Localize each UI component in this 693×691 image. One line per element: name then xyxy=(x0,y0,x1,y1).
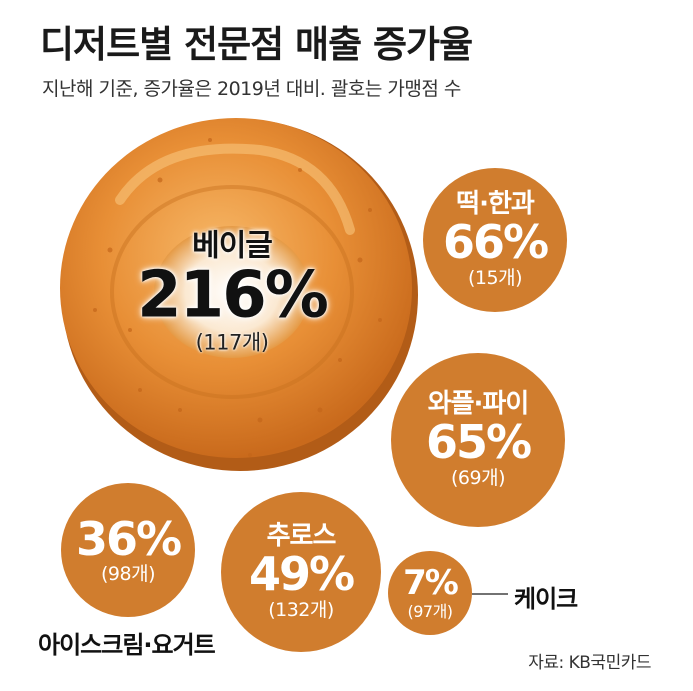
cake-stores: (97개) xyxy=(407,601,453,621)
label-icecream: 36% (98개) xyxy=(75,511,182,586)
cake-category: 케이크 xyxy=(514,585,578,613)
label-cake: 7% (97개) xyxy=(403,562,459,621)
tteok-stores: (15개) xyxy=(468,266,522,289)
bagel-hole xyxy=(154,226,310,358)
waffle-stores: (69개) xyxy=(451,466,505,489)
bubble-icecream xyxy=(61,483,195,617)
waffle-growth: 65% xyxy=(425,415,532,470)
bagel-stores: (117개) xyxy=(195,330,269,355)
churros-category: 추로스 xyxy=(266,521,337,552)
bubble-tteok xyxy=(423,168,567,312)
bagel-highlight xyxy=(115,143,355,235)
tteok-category: 떡·한과 xyxy=(456,189,535,220)
label-churros: 추로스 49% (132개) xyxy=(248,521,355,621)
bubble-cake xyxy=(388,551,472,635)
tteok-growth: 66% xyxy=(442,215,549,270)
chart-title: 디저트별 전문점 매출 증가율 xyxy=(40,23,473,66)
icecream-growth: 36% xyxy=(75,511,182,566)
icecream-stores: (98개) xyxy=(101,563,155,586)
source-note: 자료: KB국민카드 xyxy=(528,653,651,673)
waffle-category: 와플·파이 xyxy=(427,389,530,420)
churros-growth: 49% xyxy=(248,547,355,602)
bagel-growth: 216% xyxy=(137,258,329,333)
icecream-category: 아이스크림·요거트 xyxy=(38,631,216,659)
churros-stores: (132개) xyxy=(268,598,334,621)
bagel-ring xyxy=(110,185,354,399)
cake-growth: 7% xyxy=(403,562,459,603)
bubble-churros xyxy=(221,492,381,652)
chart-subtitle: 지난해 기준, 증가율은 2019년 대비. 괄호는 가맹점 수 xyxy=(42,78,461,100)
label-waffle: 와플·파이 65% (69개) xyxy=(425,389,532,489)
bubble-waffle xyxy=(391,353,565,527)
bagel-speckles xyxy=(93,138,382,457)
bubble-bagel xyxy=(60,118,418,471)
label-bagel: 베이글 216% (117개) xyxy=(137,228,329,355)
label-tteok: 떡·한과 66% (15개) xyxy=(442,189,549,289)
bagel-category: 베이글 xyxy=(192,228,273,264)
